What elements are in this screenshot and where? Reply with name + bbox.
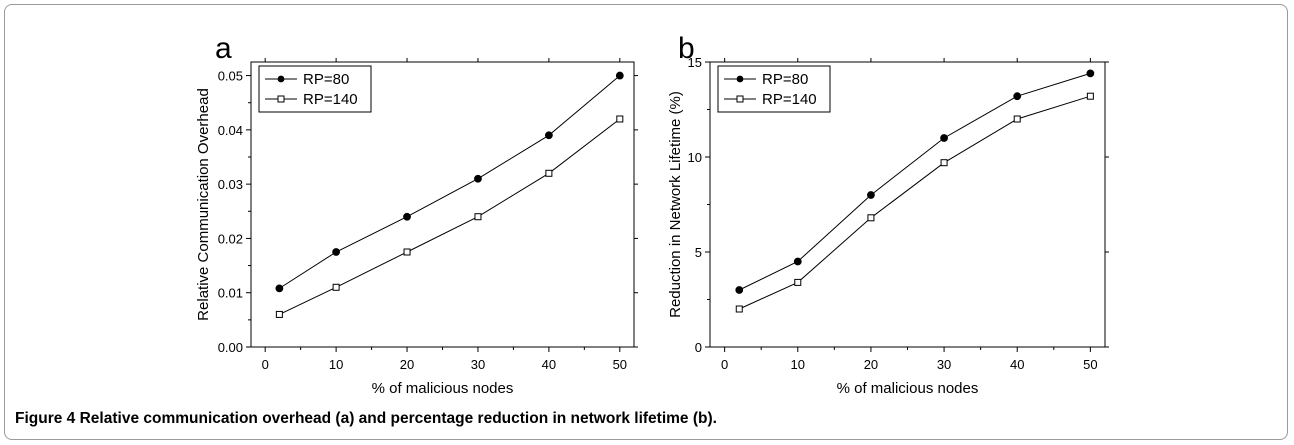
- panel-b-series-1-point: [793, 257, 802, 266]
- panel-a-legend-marker: [277, 75, 285, 83]
- panel-a-y-axis-label: Relative Communication Overhead: [195, 88, 212, 321]
- panel-a-x-tick-label: 40: [542, 357, 556, 372]
- panel-a-x-axis-label: % of malicious nodes: [372, 380, 514, 397]
- panel-b-y-axis-label: Reduction in Network Lifetime (%): [667, 91, 684, 318]
- panel-a-series-2-point: [474, 213, 482, 221]
- panel-b-y-tick-label: 10: [688, 150, 702, 165]
- panel-b-series-2-point: [940, 159, 948, 167]
- panel-a: a 0 10 20 30 40 50 0.00 0.01 0.02 0.03 0.04 0.05 % of…: [195, 32, 638, 397]
- panel-a-series-1-point: [474, 174, 482, 183]
- panel-a-series-1-point: [403, 212, 411, 221]
- figure-caption: Figure 4 Relative communication overhead…: [15, 410, 717, 428]
- panel-a-series-2-point: [545, 169, 553, 177]
- panel-a-legend-label: RP=80: [303, 71, 349, 88]
- panel-a-series-1-line: [279, 75, 621, 289]
- panel-b-x-axis-label: % of malicious nodes: [837, 380, 979, 397]
- panel-a-y-tick-label: 0.05: [218, 69, 243, 84]
- panel-b-legend-marker: [736, 95, 744, 103]
- panel-b-series-1-point: [1086, 69, 1095, 78]
- panel-b-legend: RP=80 RP=140: [717, 65, 831, 113]
- panel-b-series-2-point: [1086, 92, 1094, 100]
- panel-b-legend-marker: [736, 75, 744, 83]
- panel-b-x-tick-label: 0: [721, 357, 728, 372]
- panel-b-legend-box: [717, 65, 831, 113]
- panel-b-series-1-point: [735, 286, 744, 294]
- panel-b-x-tick-label: 10: [791, 357, 805, 372]
- panel-a-x-tick-label: 30: [471, 357, 485, 372]
- panel-b-x-tick-label: 40: [1010, 357, 1024, 372]
- panel-a-x-tick-label: 20: [400, 357, 414, 372]
- panel-a-legend-label: RP=140: [303, 91, 358, 108]
- caption-text: Relative communication overhead (a) and …: [79, 410, 717, 427]
- panel-b-series-2-point: [867, 214, 875, 222]
- panel-a-y-tick-label: 0.00: [218, 340, 243, 355]
- panel-a-y-tick-label: 0.03: [218, 177, 243, 192]
- panel-b-series-2-line: [739, 95, 1091, 310]
- panel-a-legend-marker: [277, 95, 285, 103]
- panel-b-series-1-point: [867, 191, 875, 199]
- panel-a-x-tick-label: 0: [262, 357, 269, 372]
- panel-a-series-2-point: [616, 115, 624, 123]
- panel-b-series-1-point: [1013, 92, 1022, 101]
- panel-a-series-2-line: [279, 118, 621, 315]
- panel-a-series-2-point: [332, 283, 340, 291]
- panel-b-series-2-point: [735, 305, 743, 313]
- panel-a-legend: RP=80 RP=140: [258, 65, 372, 113]
- panel-a-series-1-point: [615, 71, 624, 80]
- panel-b-series-2-point: [1013, 115, 1021, 123]
- panel-b-series-2-point: [794, 278, 802, 286]
- panel-b-x-tick-label: 20: [864, 357, 878, 372]
- panel-b-y-tick-label: 5: [695, 245, 702, 260]
- panel-b: b 0 10 20 30 40 50 0 5 10 15 % of malicious nodes Re…: [667, 32, 1109, 397]
- panel-a-label: a: [215, 32, 232, 65]
- panel-a-series-2-point: [275, 310, 283, 318]
- panel-a-y-tick-label: 0.01: [218, 286, 243, 301]
- panel-a-x-tick-label: 50: [613, 357, 627, 372]
- panel-a-legend-box: [258, 65, 372, 113]
- panel-b-x-tick-label: 50: [1083, 357, 1097, 372]
- panel-b-y-tick-label: 0: [695, 340, 702, 355]
- panel-b-series-1-line: [739, 72, 1091, 291]
- panel-b-label: b: [678, 32, 695, 65]
- panel-a-series-1-point: [332, 248, 341, 256]
- panel-b-series-1-point: [940, 134, 948, 142]
- panel-b-x-tick-label: 30: [937, 357, 951, 372]
- panel-b-y-tick-label: 15: [688, 55, 702, 70]
- panel-a-y-tick-label: 0.04: [218, 123, 243, 138]
- panel-b-legend-label: RP=80: [762, 71, 808, 88]
- panel-a-series-2-point: [403, 248, 411, 256]
- figure-number: Figure 4: [15, 410, 76, 427]
- panel-b-legend-label: RP=140: [762, 91, 817, 108]
- panel-a-y-tick-label: 0.02: [218, 231, 243, 246]
- panel-a-x-tick-label: 10: [329, 357, 343, 372]
- panel-a-series-1-point: [544, 131, 553, 140]
- figure-charts: a0 10 20 30 40 500.000.010.020.030.040.05% of…: [195, 32, 1109, 397]
- panel-a-series-1-point: [275, 284, 284, 293]
- figure-frame: [4, 4, 1288, 440]
